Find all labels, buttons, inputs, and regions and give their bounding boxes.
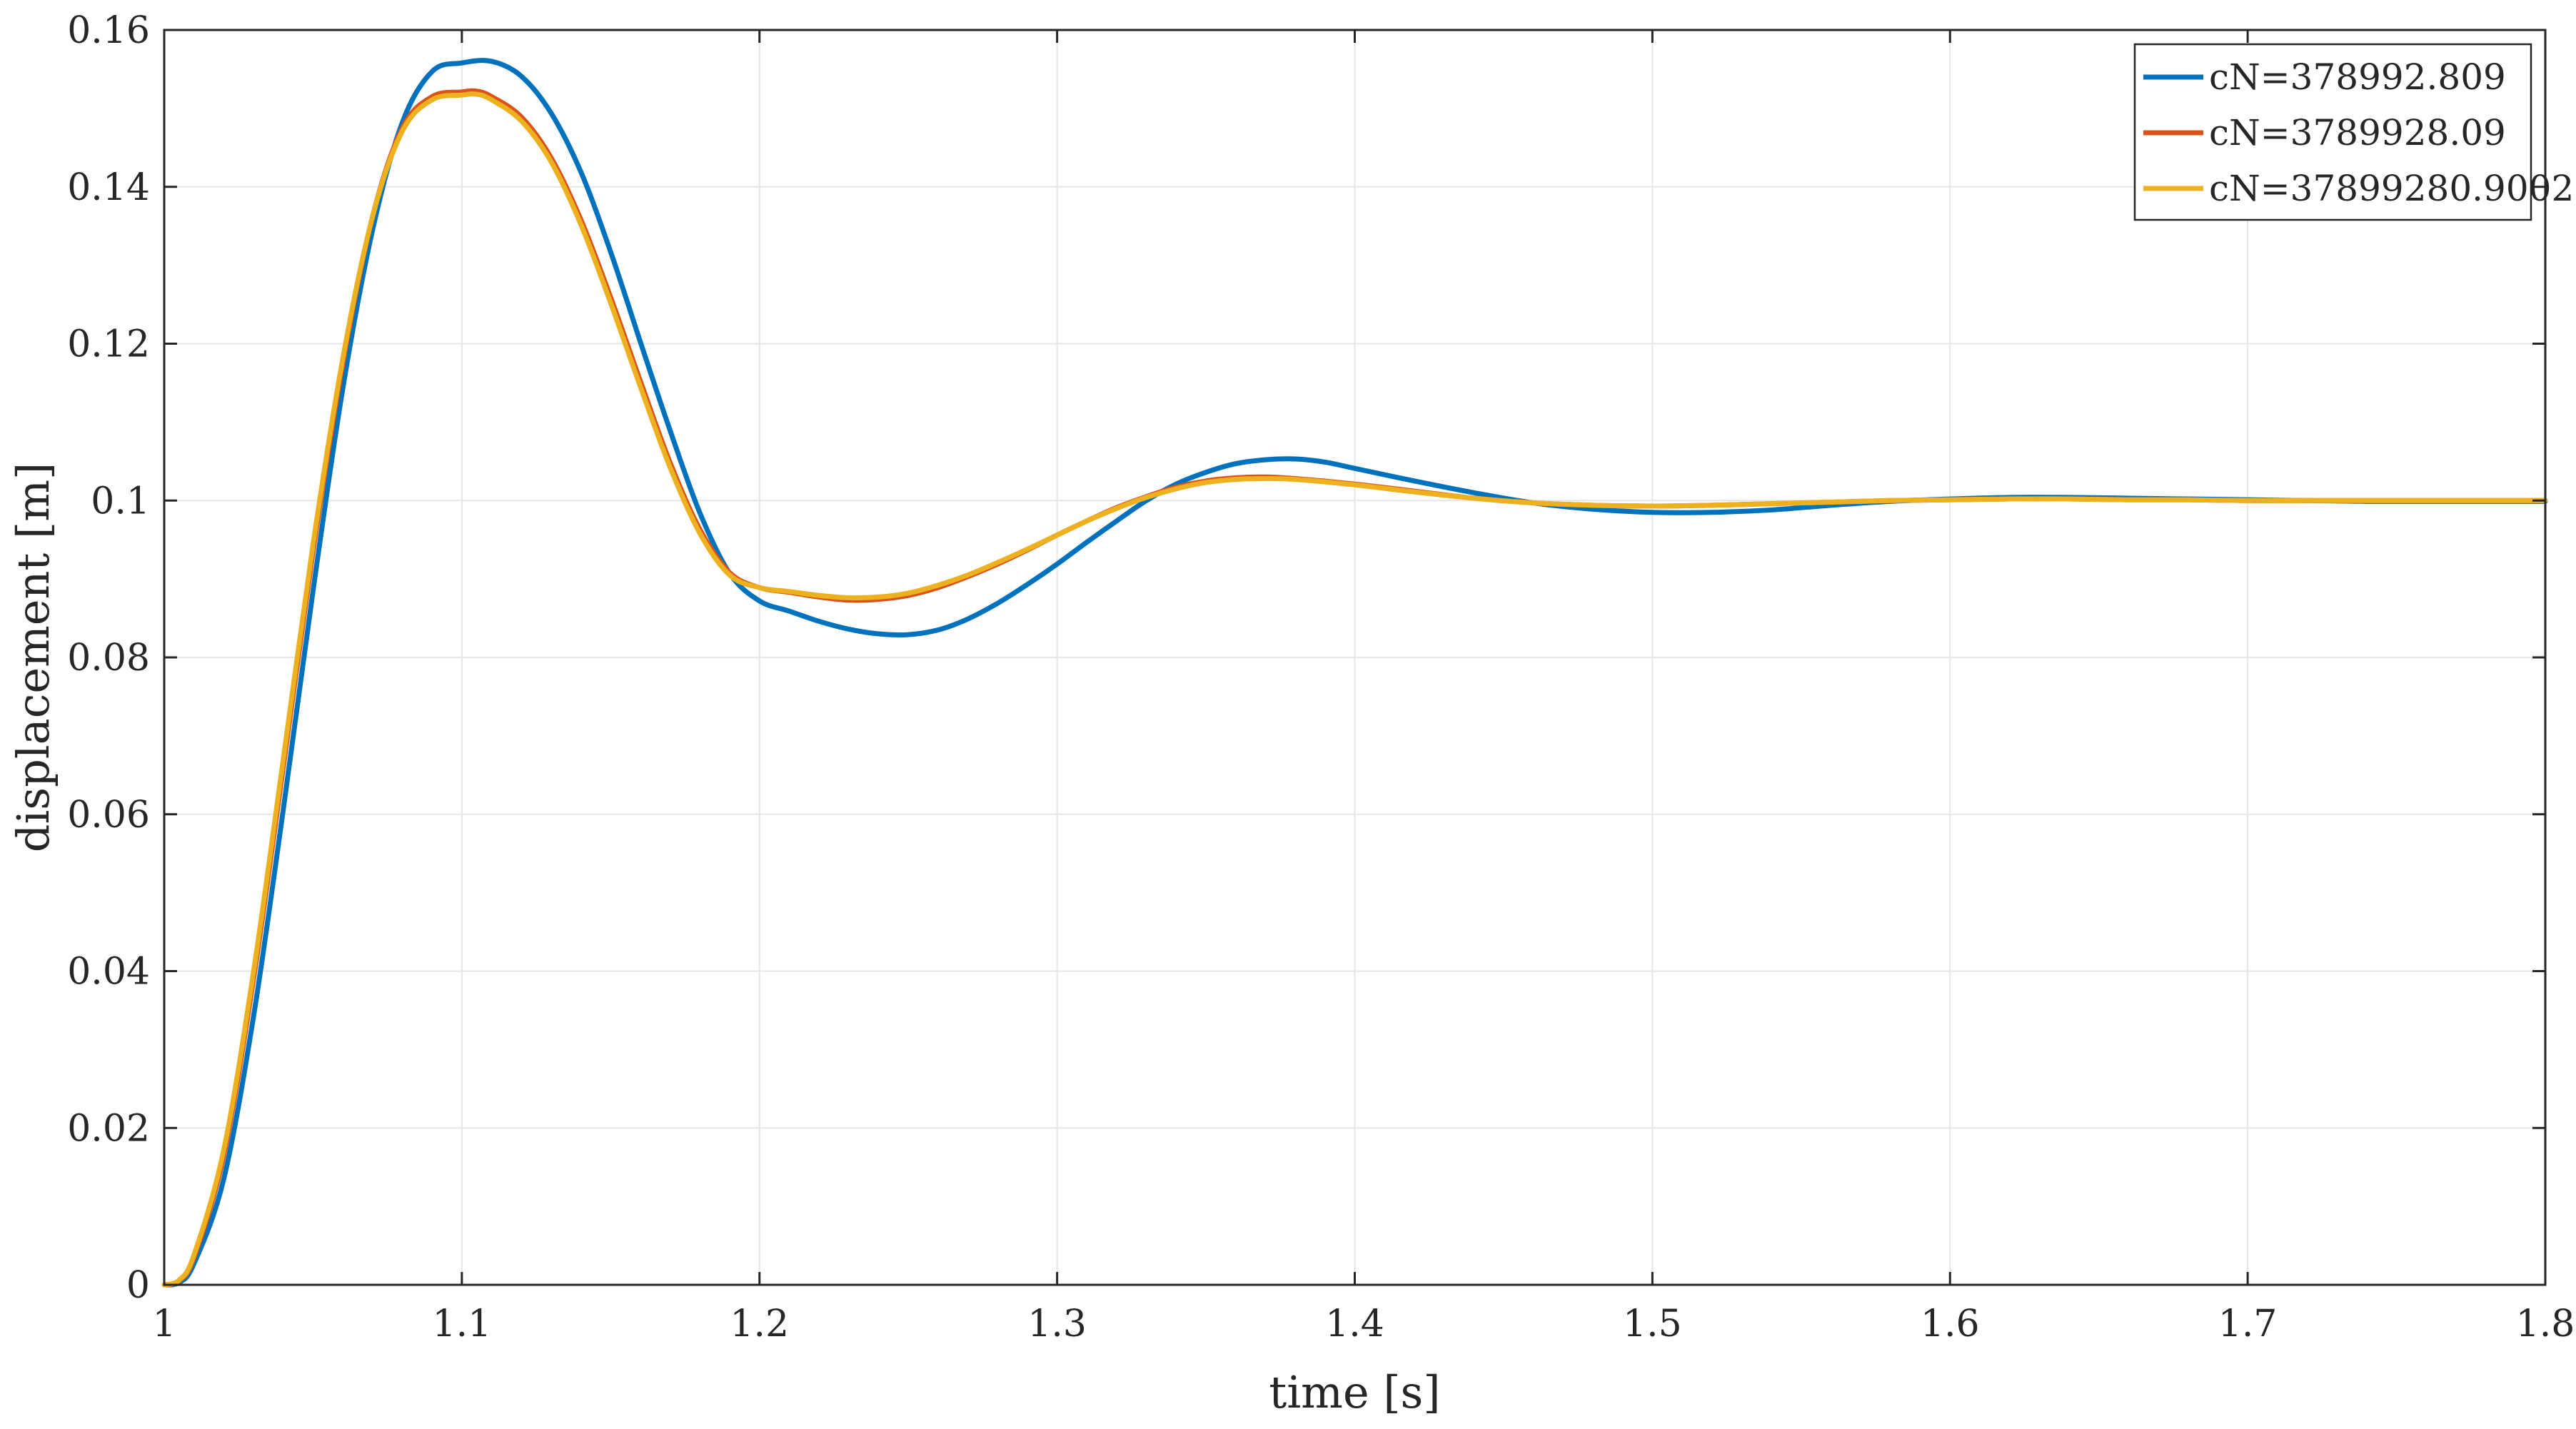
- legend-label-3: cN=37899280.9002: [2209, 168, 2574, 209]
- y-tick-label: 0.16: [67, 9, 150, 52]
- y-tick-label: 0.06: [67, 794, 150, 837]
- legend-label-2: cN=3789928.09: [2209, 112, 2506, 153]
- y-tick-label: 0.1: [91, 480, 150, 522]
- series-lines: [161, 58, 2548, 1288]
- y-tick-labels: 0 0.02 0.04 0.06 0.08 0.1 0.12 0.14 0.16: [67, 9, 150, 1307]
- y-tick-label: 0.04: [67, 951, 150, 994]
- x-tick-label: 1.3: [1027, 1303, 1087, 1345]
- legend-label-1: cN=378992.809: [2209, 56, 2506, 98]
- x-tick-label: 1.1: [433, 1303, 492, 1345]
- y-tick-label: 0.02: [67, 1107, 150, 1150]
- x-tick-label: 1: [152, 1303, 176, 1345]
- y-tick-label: 0.08: [67, 637, 150, 680]
- y-tick-label: 0.12: [67, 323, 150, 366]
- series-line-3: [161, 91, 2548, 1288]
- x-tick-label: 1.7: [2218, 1303, 2278, 1345]
- y-tick-label: 0.14: [67, 166, 150, 209]
- x-tick-label: 1.2: [730, 1303, 789, 1345]
- x-tick-label: 1.5: [1623, 1303, 1682, 1345]
- x-tick-label: 1.8: [2516, 1303, 2575, 1345]
- legend: cN=378992.809 cN=3789928.09 cN=37899280.90…: [2133, 43, 2574, 221]
- x-axis-title: time [s]: [1269, 1366, 1440, 1418]
- x-tick-labels: 1 1.1 1.2 1.3 1.4 1.5 1.6 1.7 1.8: [152, 1303, 2575, 1345]
- x-tick-label: 1.4: [1325, 1303, 1384, 1345]
- y-axis-title: displacement [m]: [7, 463, 59, 852]
- axis-ticks: [163, 29, 2547, 1286]
- y-tick-label: 0: [126, 1264, 150, 1307]
- x-tick-label: 1.6: [1921, 1303, 1980, 1345]
